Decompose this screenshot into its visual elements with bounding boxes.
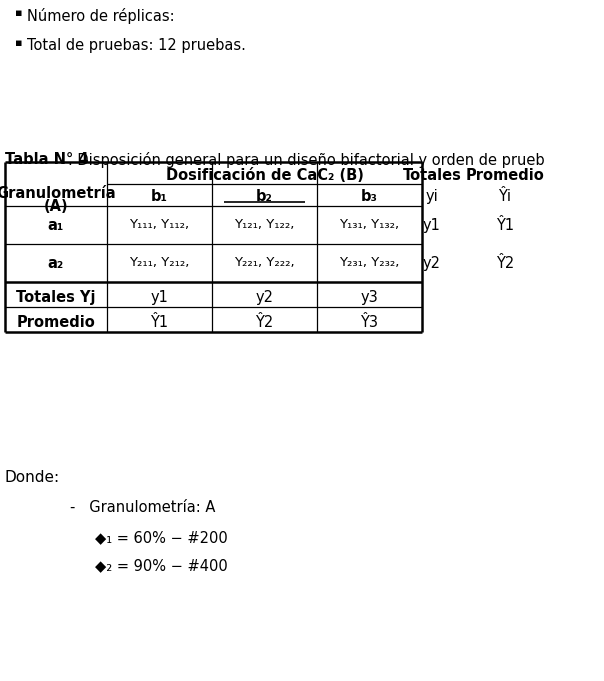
Text: b₃: b₃ <box>361 189 378 204</box>
Text: yi: yi <box>426 189 439 204</box>
Text: Total de pruebas: 12 pruebas.: Total de pruebas: 12 pruebas. <box>27 38 246 53</box>
Text: Tabla N° 4: Tabla N° 4 <box>5 152 89 167</box>
Text: Número de réplicas:: Número de réplicas: <box>27 8 175 24</box>
Text: Donde:: Donde: <box>5 470 60 485</box>
Text: Dosificación de CaC₂ (B): Dosificación de CaC₂ (B) <box>165 168 364 183</box>
Text: Promedio: Promedio <box>466 168 544 183</box>
Text: b₂: b₂ <box>256 189 273 204</box>
Text: ◆₂ = 90% − #400: ◆₂ = 90% − #400 <box>95 558 228 573</box>
Text: Y₂₁₁, Y₂₁₂,: Y₂₁₁, Y₂₁₂, <box>129 256 190 269</box>
Text: Totales Yj: Totales Yj <box>16 290 96 305</box>
Text: Ŷ1: Ŷ1 <box>496 218 514 233</box>
Text: Ŷi: Ŷi <box>498 189 512 204</box>
Text: . Disposición general para un diseño bifactorial y orden de prueb: . Disposición general para un diseño bif… <box>68 152 545 168</box>
Text: Ŷ2: Ŷ2 <box>255 315 274 330</box>
Text: y1: y1 <box>150 290 169 305</box>
Text: y3: y3 <box>361 290 378 305</box>
Text: Ŷ3: Ŷ3 <box>361 315 379 330</box>
Text: Ŷ2: Ŷ2 <box>496 256 514 271</box>
Text: ▪: ▪ <box>15 38 22 48</box>
Text: Y₂₃₁, Y₂₃₂,: Y₂₃₁, Y₂₃₂, <box>339 256 400 269</box>
Text: y2: y2 <box>255 290 274 305</box>
Text: Y₁₂₁, Y₁₂₂,: Y₁₂₁, Y₁₂₂, <box>234 218 295 231</box>
Text: y2: y2 <box>423 256 441 271</box>
Text: -   Granulometría: A: - Granulometría: A <box>70 500 216 515</box>
Text: Y₁₁₁, Y₁₁₂,: Y₁₁₁, Y₁₁₂, <box>129 218 190 231</box>
Text: Y₂₂₁, Y₂₂₂,: Y₂₂₁, Y₂₂₂, <box>234 256 295 269</box>
Text: Totales: Totales <box>402 168 461 183</box>
Text: Granulometría: Granulometría <box>0 186 116 201</box>
Text: ◆₁ = 60% − #200: ◆₁ = 60% − #200 <box>95 530 228 545</box>
Text: y1: y1 <box>423 218 441 233</box>
Text: (A): (A) <box>43 199 68 214</box>
Text: Y₁₃₁, Y₁₃₂,: Y₁₃₁, Y₁₃₂, <box>339 218 400 231</box>
Text: a₂: a₂ <box>48 256 64 271</box>
Text: a₁: a₁ <box>48 218 64 233</box>
Text: Ŷ1: Ŷ1 <box>150 315 169 330</box>
Text: ▪: ▪ <box>15 8 22 18</box>
Text: Promedio: Promedio <box>17 315 95 330</box>
Text: b₁: b₁ <box>151 189 168 204</box>
